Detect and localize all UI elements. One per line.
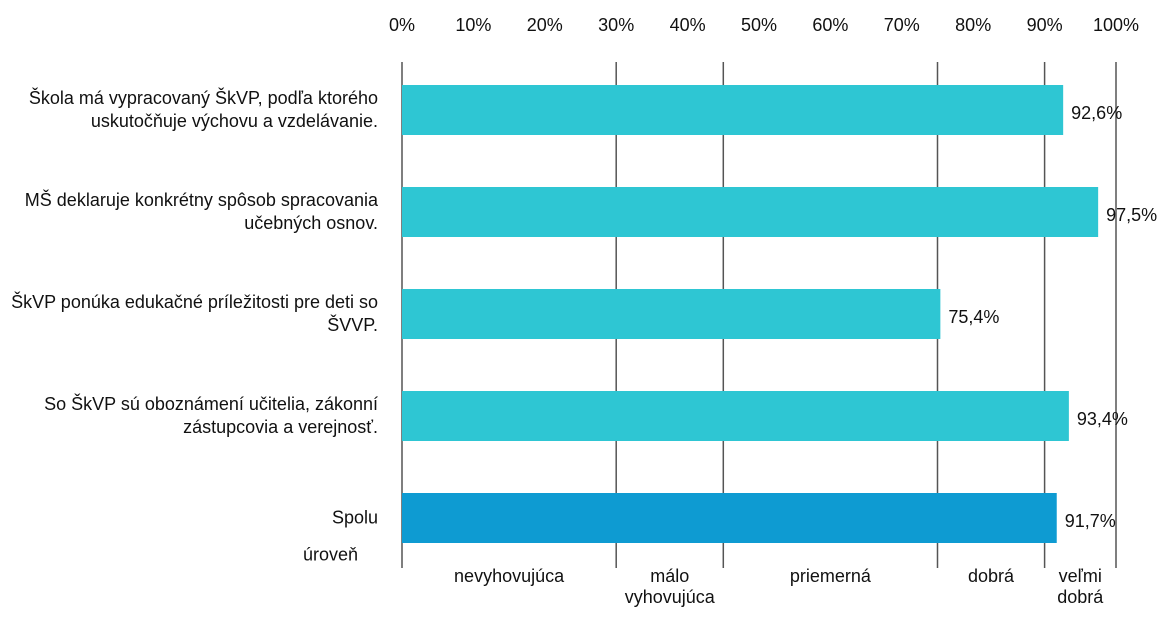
category-label: Škola má vypracovaný ŠkVP, podľa ktorého… <box>28 88 378 131</box>
bar <box>402 187 1099 237</box>
x-tick-label: 40% <box>670 15 706 35</box>
x-tick-label: 20% <box>527 15 563 35</box>
level-label: dobrá <box>968 566 1015 586</box>
value-label: 91,7% <box>1065 511 1116 531</box>
value-label: 93,4% <box>1077 409 1128 429</box>
level-label: veľmi dobrá <box>1057 566 1104 607</box>
x-tick-label: 50% <box>741 15 777 35</box>
value-label: 97,5% <box>1106 205 1157 225</box>
category-label: So ŠkVP sú oboznámení učitelia, zákonní … <box>44 394 378 437</box>
category-label: MŠ deklaruje konkrétny spôsob spracovani… <box>24 190 378 233</box>
x-tick-label: 0% <box>389 15 415 35</box>
category-label: ŠkVP ponúka edukačné príležitosti pre de… <box>11 292 378 335</box>
x-tick-label: 30% <box>598 15 634 35</box>
bar <box>402 289 941 339</box>
value-label: 75,4% <box>948 307 999 327</box>
value-label: 92,6% <box>1071 103 1122 123</box>
bar <box>402 391 1069 441</box>
category-label: Spolu <box>331 507 378 528</box>
bar <box>402 85 1064 135</box>
level-label: málo vyhovujúca <box>624 566 715 607</box>
x-tick-label: 10% <box>455 15 491 35</box>
x-tick-label: 90% <box>1027 15 1063 35</box>
level-label: nevyhovujúca <box>454 566 565 586</box>
x-tick-label: 70% <box>884 15 920 35</box>
level-title: úroveň <box>302 544 358 565</box>
x-tick-label: 80% <box>955 15 991 35</box>
x-tick-label: 60% <box>812 15 848 35</box>
x-tick-label: 100% <box>1093 15 1139 35</box>
bar <box>402 493 1057 543</box>
level-label: priemerná <box>789 566 871 586</box>
